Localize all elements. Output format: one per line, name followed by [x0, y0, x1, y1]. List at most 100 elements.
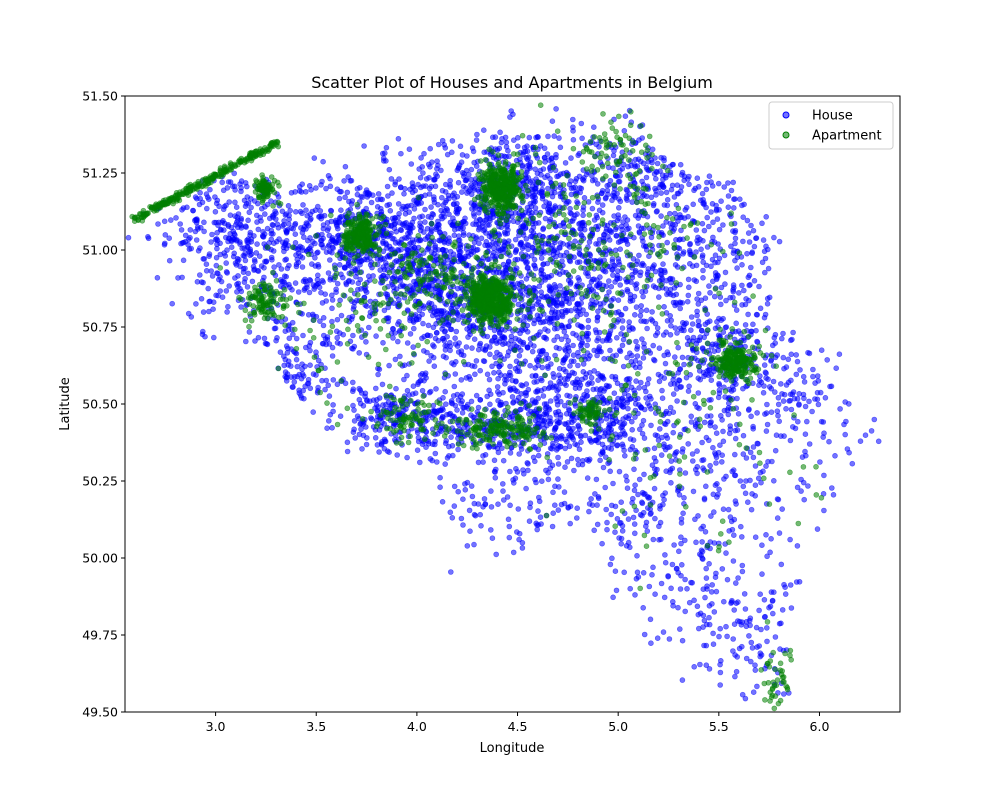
- house-point: [710, 630, 716, 637]
- house-point: [409, 180, 416, 186]
- house-point: [526, 134, 533, 141]
- house-point: [395, 201, 402, 207]
- house-point: [503, 154, 509, 160]
- house-point: [442, 401, 449, 408]
- house-point: [713, 588, 720, 595]
- house-point: [710, 444, 716, 451]
- house-point: [736, 618, 743, 625]
- house-point: [741, 591, 748, 597]
- house-point: [256, 253, 263, 260]
- house-point: [586, 239, 593, 245]
- house-point: [656, 378, 663, 385]
- house-point: [468, 412, 474, 418]
- house-point: [460, 230, 467, 236]
- house-point: [699, 254, 706, 261]
- house-point: [192, 228, 199, 235]
- house-point: [292, 209, 299, 215]
- house-point: [232, 232, 238, 238]
- house-point: [599, 441, 606, 448]
- house-point: [658, 271, 665, 278]
- house-point: [723, 297, 729, 304]
- house-point: [634, 353, 641, 359]
- house-point: [431, 408, 438, 415]
- house-point: [208, 239, 214, 245]
- house-point: [732, 257, 738, 264]
- house-point: [715, 491, 721, 498]
- house-point: [535, 299, 542, 305]
- house-point: [552, 203, 558, 209]
- house-point: [576, 446, 583, 453]
- house-point: [281, 273, 288, 280]
- house-point: [525, 467, 531, 474]
- house-point: [718, 284, 725, 291]
- house-point: [329, 305, 335, 312]
- house-point: [759, 542, 765, 549]
- house-point: [532, 476, 538, 483]
- house-point: [590, 124, 597, 130]
- house-point: [555, 454, 561, 461]
- house-point: [184, 204, 190, 211]
- house-point: [281, 218, 287, 224]
- house-point: [427, 388, 434, 395]
- house-point: [672, 325, 679, 331]
- house-point: [515, 506, 522, 512]
- house-point: [646, 494, 653, 501]
- house-point: [686, 383, 692, 390]
- house-point: [168, 217, 174, 223]
- house-point: [694, 603, 701, 610]
- house-point: [519, 545, 526, 551]
- house-point: [632, 364, 639, 371]
- house-point: [444, 310, 450, 317]
- house-point: [306, 276, 313, 283]
- house-point: [571, 467, 577, 474]
- house-point: [510, 549, 517, 556]
- house-point: [574, 259, 581, 266]
- house-point: [636, 385, 642, 391]
- house-point: [292, 240, 299, 246]
- house-point: [715, 241, 721, 247]
- house-point: [730, 386, 737, 393]
- house-point: [666, 636, 673, 642]
- house-point: [282, 257, 288, 263]
- house-point: [594, 337, 600, 344]
- house-point: [431, 304, 438, 311]
- house-point: [293, 261, 300, 268]
- house-point: [481, 358, 488, 365]
- house-point: [716, 226, 723, 233]
- house-point: [308, 261, 315, 267]
- house-point: [730, 636, 737, 642]
- house-point: [334, 225, 341, 232]
- house-point: [380, 239, 386, 245]
- house-point: [787, 582, 794, 588]
- house-point: [505, 259, 512, 265]
- house-point: [283, 229, 290, 235]
- house-point: [382, 438, 388, 444]
- house-point: [593, 212, 600, 219]
- house-point: [700, 457, 707, 463]
- house-point: [752, 667, 759, 673]
- house-point: [668, 317, 675, 324]
- house-point: [667, 469, 673, 476]
- house-point: [735, 599, 741, 605]
- house-point: [771, 334, 778, 341]
- house-point: [660, 492, 666, 499]
- house-point: [537, 514, 544, 521]
- house-point: [477, 367, 484, 374]
- house-point: [617, 282, 624, 288]
- house-point: [470, 148, 477, 155]
- house-point: [507, 502, 513, 509]
- house-point: [215, 292, 221, 299]
- house-point: [769, 597, 776, 604]
- house-point: [557, 144, 564, 151]
- house-point: [547, 465, 554, 472]
- house-point: [472, 181, 479, 187]
- house-point: [650, 342, 657, 349]
- house-point: [635, 491, 641, 498]
- house-point: [244, 284, 251, 290]
- house-point: [661, 594, 668, 601]
- house-point: [600, 433, 607, 440]
- house-point: [484, 222, 491, 228]
- house-point: [430, 324, 437, 331]
- house-point: [193, 237, 200, 243]
- house-point: [270, 222, 277, 229]
